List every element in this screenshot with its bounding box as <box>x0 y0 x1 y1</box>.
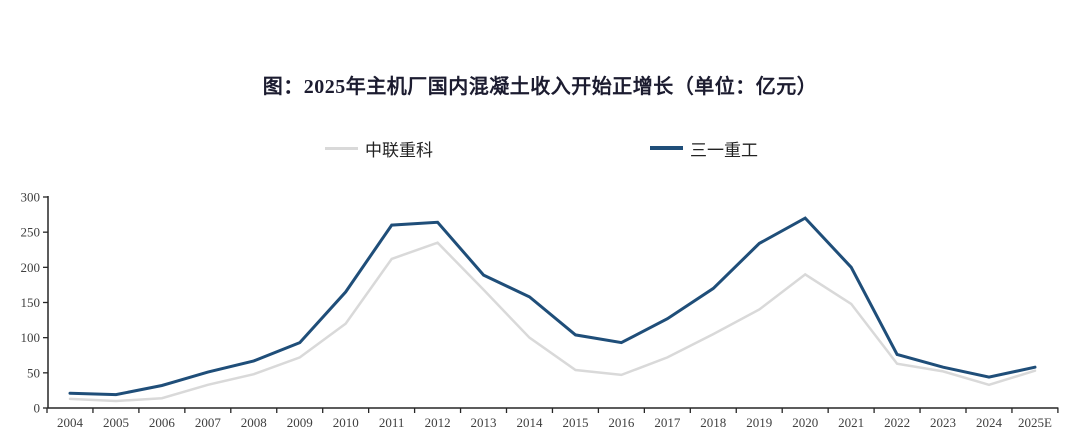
x-axis-tick-label: 2016 <box>608 415 635 430</box>
x-axis-tick-label: 2010 <box>333 415 359 430</box>
x-axis-tick-label: 2007 <box>195 415 222 430</box>
legend-label-zoomlion: 中联重科 <box>365 140 433 160</box>
x-axis-tick-label: 2023 <box>930 415 956 430</box>
zoomlion-line-swatch-icon <box>325 146 358 150</box>
x-axis-tick-label: 2014 <box>517 415 544 430</box>
y-axis-tick-label: 0 <box>34 401 41 416</box>
chart-title: 图：2025年主机厂国内混凝土收入开始正增长（单位：亿元） <box>262 76 818 98</box>
y-axis-tick-label: 50 <box>27 365 40 380</box>
x-axis-tick-label: 2009 <box>287 415 313 430</box>
series-line-1 <box>68 216 1037 397</box>
y-axis-tick-label: 100 <box>21 330 41 345</box>
x-axis-tick-label: 2012 <box>425 415 451 430</box>
legend-item-zoomlion: 中联重科 <box>325 138 433 160</box>
sany-line-swatch-icon <box>650 146 683 150</box>
x-axis-tick-label: 2004 <box>57 415 84 430</box>
legend-label-sany: 三一重工 <box>690 140 758 160</box>
x-axis-tick-label: 2006 <box>149 415 176 430</box>
x-axis-tick-label: 2020 <box>792 415 818 430</box>
y-axis-tick-label: 250 <box>21 225 41 240</box>
x-axis-tick-label: 2018 <box>700 415 726 430</box>
x-axis-tick-label: 2011 <box>379 415 405 430</box>
x-axis-tick-label: 2022 <box>884 415 910 430</box>
x-axis-tick-label: 2017 <box>654 415 681 430</box>
x-axis-tick-label: 2013 <box>471 415 497 430</box>
x-axis-tick-label: 2008 <box>241 415 267 430</box>
y-axis-tick-label: 300 <box>21 190 41 205</box>
legend-item-sany: 三一重工 <box>650 138 758 160</box>
x-axis-tick-label: 2021 <box>838 415 864 430</box>
y-axis-tick-label: 200 <box>21 260 41 275</box>
y-axis-tick-label: 150 <box>21 295 41 310</box>
x-axis-tick-label: 2015 <box>562 415 588 430</box>
x-axis-tick-label: 2024 <box>976 415 1003 430</box>
x-axis-tick-label: 2025E <box>1018 415 1052 430</box>
x-axis-tick-label: 2019 <box>746 415 772 430</box>
series-line-0 <box>68 241 1037 403</box>
x-axis-tick-label: 2005 <box>103 415 129 430</box>
